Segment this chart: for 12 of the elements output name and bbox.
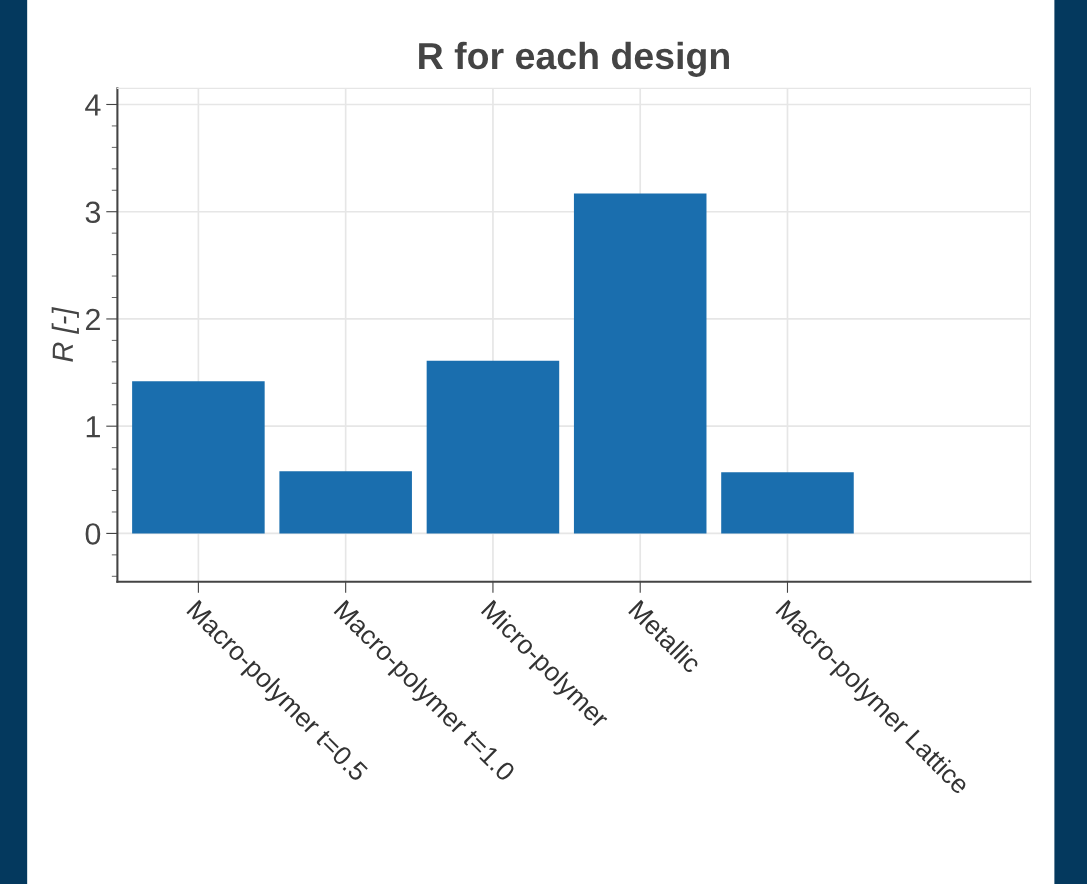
y-tick-label: 2 — [85, 308, 100, 331]
bar — [426, 360, 560, 534]
bar — [721, 472, 854, 534]
y-tick-label: 0 — [85, 523, 101, 545]
bar — [279, 471, 412, 534]
chart-title: R for each design — [419, 41, 729, 77]
y-axis-title: R [-] — [51, 306, 79, 362]
y-tick-label: 4 — [85, 94, 101, 116]
y-tick-label: 1 — [86, 416, 100, 438]
bar — [132, 381, 265, 534]
bar — [573, 193, 707, 534]
y-tick-label: 3 — [85, 201, 101, 224]
